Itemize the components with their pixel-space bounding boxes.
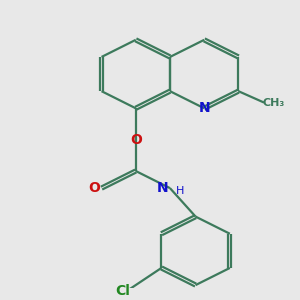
Text: O: O [130, 133, 142, 147]
Text: Cl: Cl [116, 284, 130, 298]
Text: N: N [157, 181, 169, 195]
Text: N: N [198, 101, 210, 115]
Text: CH₃: CH₃ [263, 98, 285, 108]
Text: O: O [88, 181, 100, 195]
Text: H: H [176, 186, 184, 196]
